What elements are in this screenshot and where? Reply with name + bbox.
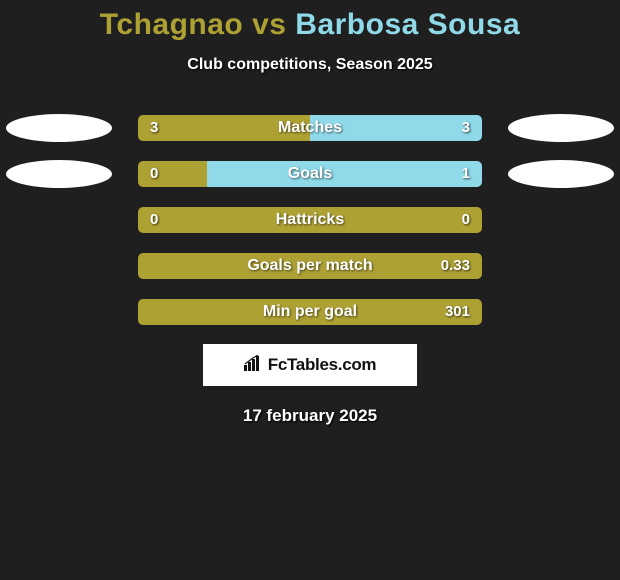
stat-bar-player1 (138, 115, 310, 141)
brand-label: FcTables.com (268, 355, 377, 375)
player2-indicator-disc (508, 160, 614, 188)
player1-indicator-disc (6, 114, 112, 142)
stat-bar-track (138, 207, 482, 233)
subtitle: Club competitions, Season 2025 (0, 56, 620, 74)
comparison-widget: Tchagnao vs Barbosa Sousa Club competiti… (0, 0, 620, 580)
stat-bar-player1 (138, 161, 207, 187)
stat-row: Hattricks00 (0, 206, 620, 234)
player1-indicator-disc (6, 160, 112, 188)
title-player1: Tchagnao (100, 8, 243, 41)
stat-row: Matches33 (0, 114, 620, 142)
brand-box[interactable]: FcTables.com (203, 344, 417, 386)
page-title: Tchagnao vs Barbosa Sousa (0, 0, 620, 42)
stat-bar-player1 (138, 299, 482, 325)
stat-row: Min per goal301 (0, 298, 620, 326)
bar-chart-icon (244, 355, 264, 375)
stat-bar-track (138, 299, 482, 325)
date-label: 17 february 2025 (0, 406, 620, 426)
comparison-chart: Matches33 Goals01 Hattricks00 Goals per mat… (0, 114, 620, 326)
stat-bar-player1 (138, 253, 482, 279)
player2-indicator-disc (508, 114, 614, 142)
title-vs: vs (243, 8, 295, 41)
stat-row: Goals01 (0, 160, 620, 188)
stat-bar-player2 (310, 115, 482, 141)
stat-bar-track (138, 161, 482, 187)
stat-row: Goals per match0.33 (0, 252, 620, 280)
stat-bar-track (138, 115, 482, 141)
stat-bar-track (138, 253, 482, 279)
title-player2: Barbosa Sousa (295, 8, 520, 41)
stat-bar-player2 (207, 161, 482, 187)
stat-bar-player1 (138, 207, 482, 233)
